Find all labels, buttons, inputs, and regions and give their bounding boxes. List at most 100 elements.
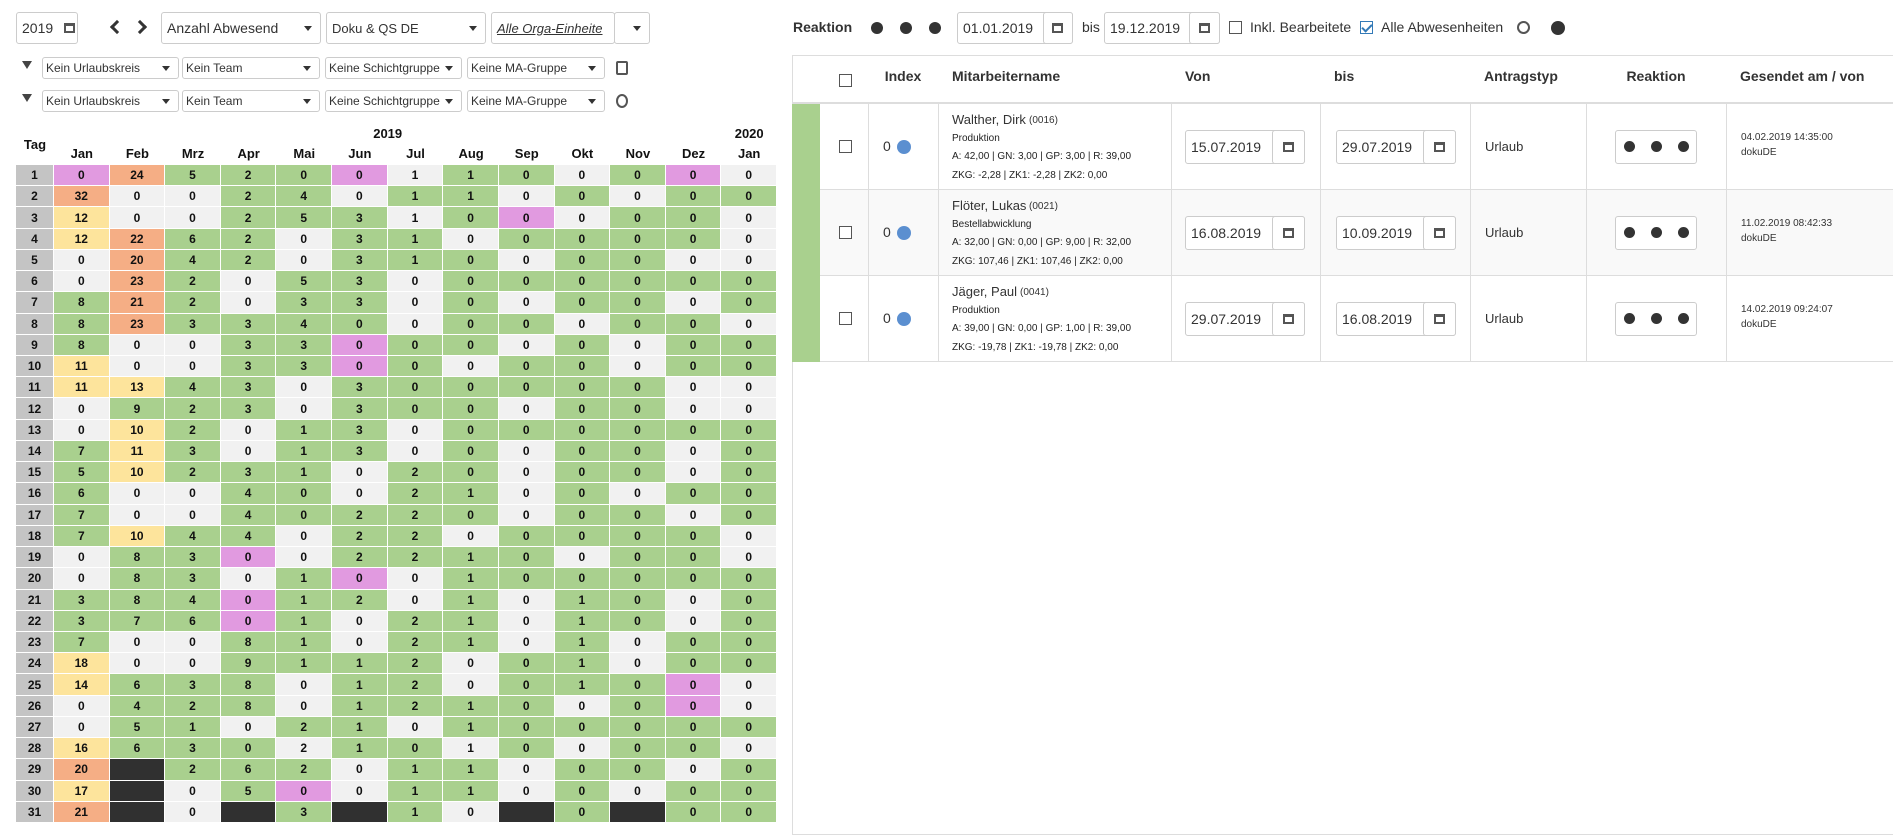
reaction-icon[interactable] (929, 22, 941, 34)
filter-select[interactable]: Kein Urlaubskreis (42, 90, 179, 112)
day-cell: 0 (610, 313, 665, 334)
reaction-button[interactable] (1624, 313, 1635, 324)
mode-select[interactable]: Anzahl Abwesend (161, 12, 321, 44)
header-row (792, 55, 1893, 104)
day-cell: 0 (610, 419, 665, 440)
day-cell: 1 (554, 631, 610, 653)
calendar-button[interactable] (1272, 130, 1305, 164)
calendar-button[interactable] (1272, 216, 1305, 250)
filter-select[interactable]: Kein Team (182, 90, 320, 112)
day-cell: 1 (332, 653, 387, 674)
employee-stats: ZKG: 107,46 | ZK1: 107,46 | ZK2: 0,00 (952, 256, 1123, 267)
day-cell: 0 (554, 695, 610, 716)
reaction-icon[interactable] (900, 22, 912, 34)
reaction-button[interactable] (1624, 227, 1635, 238)
day-cell: 0 (498, 271, 554, 292)
day-cell: 0 (610, 610, 665, 631)
calendar-button[interactable] (1423, 302, 1456, 336)
cell-border (938, 276, 939, 362)
day-cell: 2 (387, 610, 443, 631)
info-icon[interactable] (897, 312, 911, 326)
day-cell: 0 (276, 483, 332, 504)
trash-icon[interactable] (616, 61, 628, 75)
prev-button[interactable] (109, 19, 125, 35)
refresh-icon[interactable] (1517, 21, 1530, 34)
day-cell: 0 (498, 249, 554, 271)
reaction-button[interactable] (1651, 227, 1662, 238)
filter-icon[interactable] (22, 94, 32, 102)
orga-select[interactable]: Alle Orga-Einheite (491, 12, 615, 44)
cell-border (1586, 104, 1587, 190)
day-cell: 1 (332, 695, 387, 716)
checkbox[interactable] (1229, 21, 1242, 34)
day-cell: 1 (443, 631, 498, 653)
settings-icon[interactable] (1551, 21, 1565, 35)
day-cell: 0 (443, 419, 498, 440)
refresh-icon[interactable] (616, 94, 628, 108)
next-button[interactable] (132, 19, 148, 35)
filter-icon[interactable] (22, 61, 32, 69)
calendar-button[interactable] (1423, 216, 1456, 250)
day-cell: 0 (721, 440, 776, 462)
reaction-icon[interactable] (871, 22, 883, 34)
department-select[interactable]: Doku & QS DE (326, 12, 486, 44)
day-cell: 0 (610, 568, 665, 589)
cell-border (1470, 190, 1471, 276)
calendar-button[interactable] (1043, 12, 1073, 44)
day-cell: 22 (109, 228, 165, 249)
day-cell: 0 (220, 419, 276, 440)
calendar-button[interactable] (1272, 302, 1305, 336)
request-type: Urlaub (1485, 311, 1524, 326)
checkbox[interactable] (1360, 21, 1373, 34)
filter-select[interactable]: Keine Schichtgruppe (325, 90, 462, 112)
day-cell: 4 (276, 313, 332, 334)
row-checkbox[interactable] (839, 312, 852, 325)
day-cell: 0 (665, 165, 721, 186)
reaction-button[interactable] (1624, 141, 1635, 152)
filter-select[interactable]: Keine Schichtgruppe (325, 57, 462, 79)
calendar-button[interactable] (1189, 12, 1220, 44)
day-cell: 0 (220, 568, 276, 589)
day-number: 4 (16, 228, 53, 249)
day-cell: 0 (610, 207, 665, 228)
filter-select[interactable]: Keine MA-Gruppe (467, 57, 605, 79)
cell-border (868, 276, 869, 362)
reaction-button[interactable] (1651, 141, 1662, 152)
day-cell: 1 (276, 419, 332, 440)
reaction-button[interactable] (1651, 313, 1662, 324)
row-checkbox[interactable] (839, 140, 852, 153)
day-cell: 0 (387, 377, 443, 398)
header-checkbox[interactable] (839, 74, 852, 87)
day-number: 17 (16, 504, 53, 525)
day-cell: 0 (498, 334, 554, 356)
day-cell: 1 (332, 738, 387, 759)
day-cell: 1 (387, 249, 443, 271)
sent-by: dokuDE (1741, 147, 1777, 158)
reaction-button[interactable] (1678, 227, 1689, 238)
filter-select[interactable]: Kein Team (182, 57, 320, 79)
row-checkbox[interactable] (839, 226, 852, 239)
day-cell: 2 (387, 462, 443, 483)
orga-dropdown[interactable] (614, 12, 650, 44)
day-number: 29 (16, 759, 53, 780)
day-cell: 3 (54, 589, 109, 610)
day-cell: 6 (165, 228, 220, 249)
filter-select[interactable]: Keine MA-Gruppe (467, 90, 605, 112)
day-cell: 0 (498, 313, 554, 334)
day-cell: 0 (721, 610, 776, 631)
calendar-button[interactable] (60, 12, 80, 44)
day-header: Tag (23, 136, 47, 152)
day-cell: 0 (276, 165, 332, 186)
info-icon[interactable] (897, 140, 911, 154)
day-cell: 0 (332, 186, 387, 207)
day-cell: 1 (443, 759, 498, 780)
day-cell: 18 (54, 653, 109, 674)
day-number: 13 (16, 419, 53, 440)
year-input[interactable]: 2019 (16, 12, 78, 44)
calendar-button[interactable] (1423, 130, 1456, 164)
reaction-button[interactable] (1678, 141, 1689, 152)
reaction-button[interactable] (1678, 313, 1689, 324)
info-icon[interactable] (897, 226, 911, 240)
employee-stats: ZKG: -2,28 | ZK1: -2,28 | ZK2: 0,00 (952, 170, 1108, 181)
filter-select[interactable]: Kein Urlaubskreis (42, 57, 179, 79)
